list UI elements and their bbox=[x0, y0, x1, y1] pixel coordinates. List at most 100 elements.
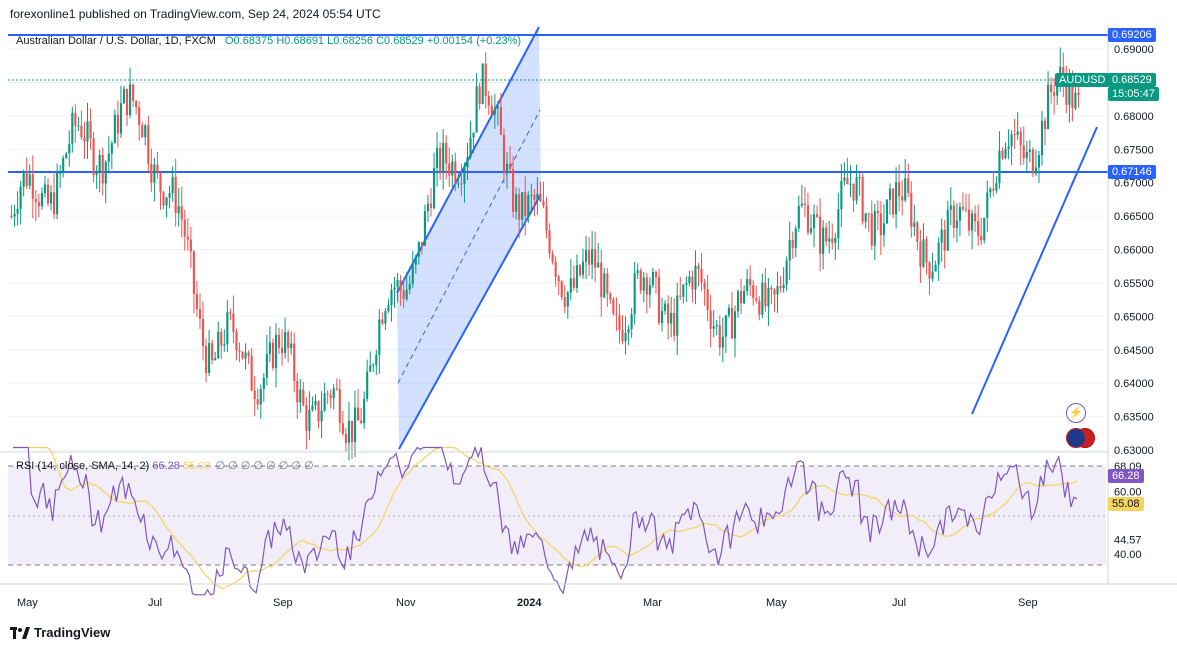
candle-body bbox=[472, 132, 475, 138]
candle-body bbox=[588, 250, 591, 265]
y-tick-label: 0.63000 bbox=[1114, 445, 1154, 457]
candle-body bbox=[639, 270, 642, 291]
candle-body bbox=[198, 309, 202, 319]
empty-plot-glyphs: ∅ ∅ ∅ ∅ ∅ ∅ ∅ ∅ bbox=[215, 460, 314, 472]
australia-flag-icon[interactable] bbox=[1066, 428, 1086, 448]
candle-body bbox=[65, 153, 68, 159]
low-value: L0.68256 bbox=[327, 35, 374, 47]
candle-body bbox=[891, 188, 895, 215]
candle-body bbox=[414, 256, 417, 265]
candle-body bbox=[445, 143, 448, 164]
candle-body bbox=[1065, 81, 1068, 105]
candle-body bbox=[19, 186, 22, 209]
candle-body bbox=[499, 107, 502, 135]
candle-body bbox=[563, 297, 566, 307]
grid bbox=[8, 48, 1106, 451]
candle-body bbox=[879, 213, 882, 236]
candle-body bbox=[1050, 84, 1053, 93]
candle-body bbox=[767, 287, 770, 307]
x-tick-label: Jul bbox=[148, 597, 162, 609]
candle-body bbox=[147, 125, 150, 164]
candle-body bbox=[119, 103, 123, 134]
candle-body bbox=[524, 192, 527, 217]
y-tick-label: 0.64000 bbox=[1114, 378, 1154, 390]
candle-body bbox=[1001, 150, 1004, 158]
candle-body bbox=[10, 216, 13, 218]
candle-body bbox=[724, 315, 727, 337]
candle-body bbox=[971, 213, 974, 231]
candle-body bbox=[916, 222, 919, 242]
candle-body bbox=[305, 404, 308, 431]
candle-body bbox=[71, 113, 74, 144]
candle-body bbox=[706, 288, 709, 311]
candle-body bbox=[393, 287, 396, 290]
candle-body bbox=[408, 283, 411, 290]
candle-body bbox=[253, 390, 256, 400]
candle-body bbox=[575, 265, 578, 288]
candle-body bbox=[490, 105, 493, 115]
candle-body bbox=[86, 121, 89, 142]
tradingview-logo[interactable]: TradingView bbox=[10, 625, 110, 640]
mid-line-price-badge: 0.67146 bbox=[1108, 165, 1156, 179]
candle-body bbox=[505, 163, 509, 174]
candle-body bbox=[542, 201, 545, 206]
candle-body bbox=[758, 300, 761, 315]
candle-body bbox=[366, 371, 369, 399]
candle-body bbox=[749, 278, 752, 286]
candle-body bbox=[974, 213, 977, 222]
candle-body bbox=[302, 389, 305, 405]
candle-body bbox=[95, 173, 98, 176]
candle-body bbox=[135, 101, 138, 108]
candle-body bbox=[700, 269, 703, 283]
candle-body bbox=[977, 221, 980, 236]
candle-body bbox=[68, 143, 71, 154]
candle-body bbox=[40, 193, 43, 207]
candle-body bbox=[958, 206, 961, 221]
candle-body bbox=[937, 242, 940, 265]
candle-body bbox=[378, 319, 381, 355]
candle-body bbox=[803, 203, 806, 206]
candle-body bbox=[615, 313, 618, 316]
candle-body bbox=[432, 168, 436, 208]
candle-body bbox=[791, 239, 794, 248]
candle-body bbox=[189, 239, 192, 252]
candle-body bbox=[399, 280, 402, 290]
candle-body bbox=[910, 192, 913, 227]
candle-body bbox=[670, 312, 673, 324]
x-tick-label: May bbox=[17, 597, 38, 609]
candle-body bbox=[238, 350, 241, 352]
candle-body bbox=[1068, 79, 1071, 105]
candle-body bbox=[527, 195, 530, 217]
candle-body bbox=[551, 253, 554, 262]
candle-body bbox=[624, 332, 627, 342]
candle-body bbox=[429, 203, 433, 208]
candle-body bbox=[457, 183, 460, 185]
trend-line bbox=[971, 126, 1098, 415]
candle-body bbox=[621, 329, 624, 342]
candle-body bbox=[679, 295, 682, 297]
candle-body bbox=[743, 290, 746, 304]
candle-body bbox=[554, 261, 557, 277]
candle-body bbox=[904, 178, 907, 201]
candle-body bbox=[338, 389, 341, 424]
candle-body bbox=[961, 206, 965, 210]
candle-body bbox=[627, 328, 630, 333]
rsi-legend[interactable]: RSI (14, close, SMA, 14, 2) 66.28 55.08 … bbox=[16, 459, 314, 472]
candle-body bbox=[502, 134, 506, 174]
candle-body bbox=[205, 345, 208, 374]
candle-body bbox=[439, 148, 442, 173]
candle-body bbox=[277, 334, 281, 348]
x-tick-label: 2024 bbox=[517, 597, 542, 609]
candle-body bbox=[688, 276, 691, 284]
ohlc-legend[interactable]: Australian Dollar / U.S. Dollar, 1D, FXC… bbox=[16, 35, 521, 47]
lightning-icon[interactable]: ⚡ bbox=[1066, 403, 1086, 423]
candle-body bbox=[247, 352, 250, 356]
candle-body bbox=[92, 138, 95, 176]
candle-body bbox=[77, 125, 80, 127]
rsi-title: RSI (14, close, SMA, 14, 2) bbox=[16, 460, 150, 472]
candle-body bbox=[806, 205, 810, 233]
candle-body bbox=[594, 249, 597, 268]
candle-body bbox=[98, 154, 101, 174]
candle-body bbox=[867, 213, 870, 215]
